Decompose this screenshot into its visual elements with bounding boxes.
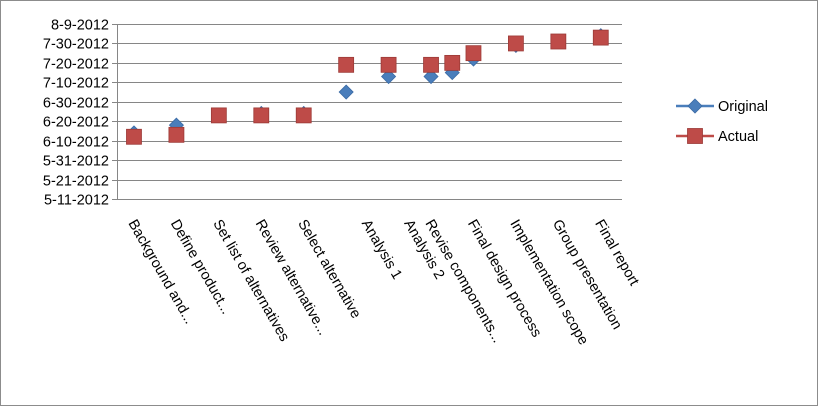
- legend: Original Actual: [676, 98, 768, 145]
- actual-point: [550, 33, 567, 50]
- actual-point: [210, 107, 227, 124]
- actual-point: [126, 128, 142, 145]
- actual-point: [592, 29, 609, 46]
- actual-point: [508, 35, 524, 52]
- gridlines: [117, 24, 622, 200]
- y-tick-label: 6-30-2012: [43, 96, 109, 112]
- legend-label: Original: [718, 99, 768, 115]
- original-point: [423, 68, 439, 85]
- x-category-label: Analysis 1: [358, 217, 405, 282]
- legend-item-actual: Actual: [676, 128, 758, 145]
- actual-point: [295, 107, 312, 124]
- series-actual: [126, 29, 609, 145]
- y-tick-label: 7-30-2012: [43, 37, 109, 53]
- series-original: [126, 28, 609, 141]
- y-tick-label: 5-21-2012: [43, 174, 109, 190]
- original-point: [381, 68, 397, 85]
- y-tick-label: 5-11-2012: [44, 193, 109, 209]
- y-tick-label: 6-20-2012: [43, 115, 109, 131]
- x-category-label: Set list of alternatives: [209, 217, 292, 344]
- actual-point: [380, 56, 397, 73]
- legend-marker: [687, 98, 703, 114]
- x-category-labels: Background and...Define product...Set li…: [125, 217, 642, 348]
- actual-point: [465, 45, 482, 62]
- y-tick-label: 5-31-2012: [43, 154, 109, 170]
- actual-point: [338, 56, 355, 73]
- legend-label: Actual: [718, 129, 758, 145]
- y-tick-label: 7-10-2012: [43, 76, 109, 92]
- y-tick-labels: 8-9-2012 7-30-2012 7-20-2012 7-10-2012 6-30-…: [43, 18, 109, 209]
- series-markers: [126, 28, 609, 145]
- actual-point: [168, 126, 185, 143]
- x-category-label: Final design process: [464, 217, 544, 340]
- y-tick-label: 7-20-2012: [43, 57, 109, 73]
- axes: [112, 24, 622, 200]
- y-tick-label: 6-10-2012: [43, 135, 109, 151]
- actual-point: [423, 56, 439, 73]
- x-category-label: Implementation scope: [506, 217, 591, 348]
- legend-item-original: Original: [676, 98, 768, 115]
- legend-marker: [687, 128, 703, 144]
- actual-point: [444, 54, 461, 71]
- y-tick-label: 8-9-2012: [51, 18, 109, 34]
- original-point: [338, 84, 354, 100]
- actual-point: [253, 107, 270, 124]
